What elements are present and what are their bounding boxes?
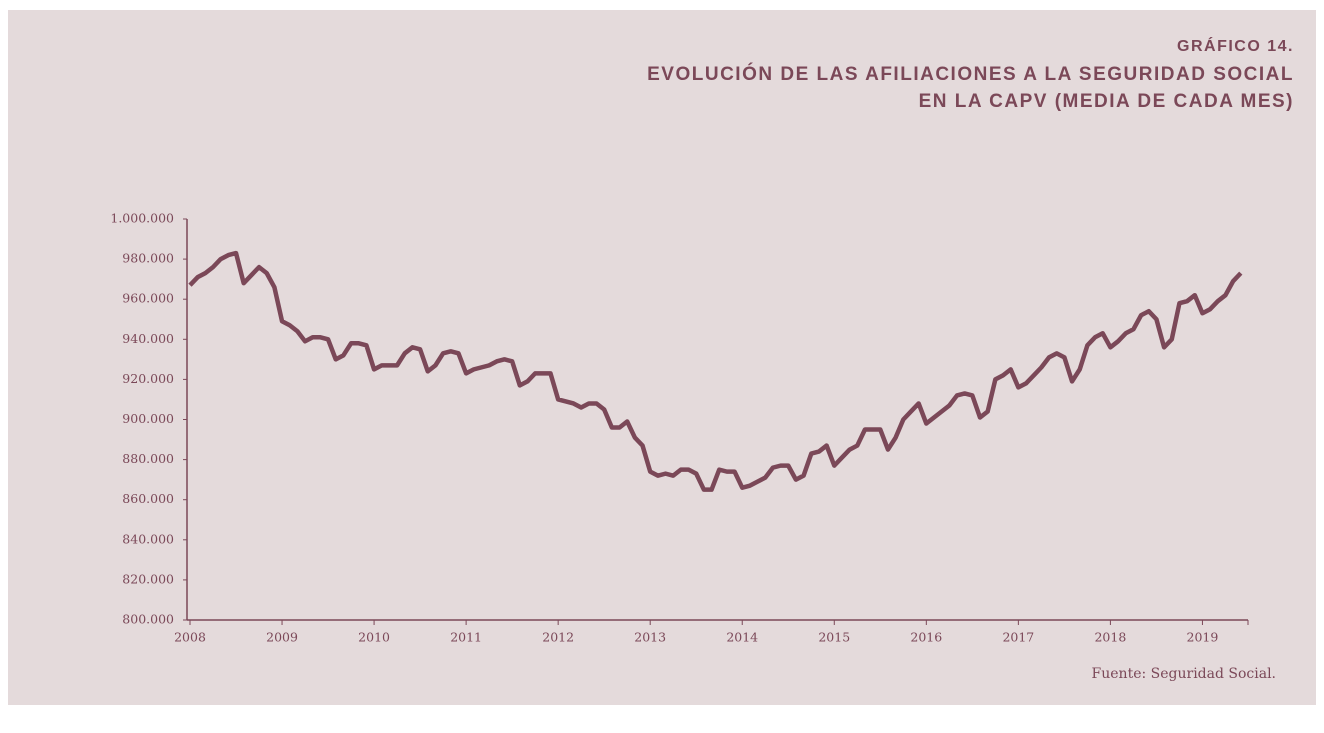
chart-title: EVOLUCIÓN DE LAS AFILIACIONES A LA SEGUR… — [647, 63, 1294, 85]
source: Fuente: Seguridad Social. — [1092, 666, 1276, 682]
x-tick-label: 2016 — [910, 630, 942, 645]
x-tick-label: 2012 — [542, 630, 574, 645]
chart-kicker: GRÁFICO 14. — [1177, 36, 1294, 55]
chart-title: EN LA CAPV (MEDIA DE CADA MES) — [919, 91, 1294, 112]
x-tick-label: 2008 — [174, 630, 206, 645]
y-tick-label: 800.000 — [122, 612, 174, 627]
x-tick-label: 2017 — [1002, 630, 1034, 645]
y-tick-label: 960.000 — [122, 291, 174, 306]
x-tick-label: 2018 — [1094, 630, 1126, 645]
x-tick-label: 2015 — [818, 630, 850, 645]
panel — [8, 10, 1316, 705]
x-tick-label: 2010 — [358, 630, 390, 645]
y-tick-label: 860.000 — [122, 491, 174, 506]
y-tick-label: 840.000 — [122, 531, 174, 546]
y-tick-label: 900.000 — [122, 411, 174, 426]
y-tick-label: 920.000 — [122, 371, 174, 386]
x-tick-label: 2019 — [1187, 630, 1219, 645]
y-tick-label: 1.000.000 — [110, 211, 174, 226]
y-tick-label: 940.000 — [122, 331, 174, 346]
line-series — [188, 250, 1243, 492]
y-tick-label: 980.000 — [122, 251, 174, 266]
y-tick-label: 820.000 — [122, 571, 174, 586]
y-tick-label: 880.000 — [122, 451, 174, 466]
x-tick-label: 2011 — [450, 630, 482, 645]
x-tick-label: 2014 — [726, 630, 758, 645]
x-tick-label: 2013 — [634, 630, 666, 645]
x-tick-label: 2009 — [266, 630, 298, 645]
